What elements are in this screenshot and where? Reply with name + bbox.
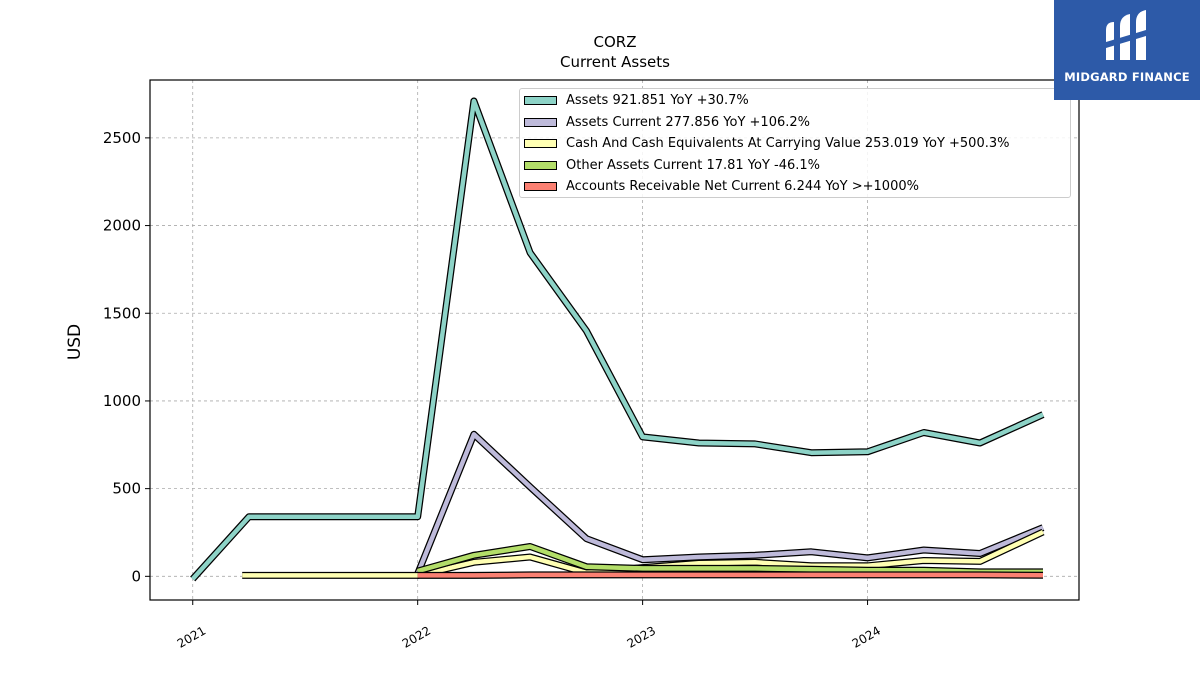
plot-frame [149,79,1080,601]
y-tick-label: 1500 [103,304,141,322]
series-line [417,544,1043,575]
logo-text: MIDGARD FINANCE [1064,70,1190,84]
chart-title: CORZ [593,33,637,51]
legend-label: Assets Current 277.856 YoY +106.2% [566,114,810,130]
series-4 [417,571,1044,579]
y-tick-label: 0 [131,567,141,585]
series-1 [414,430,1045,576]
series-line [417,572,1044,578]
y-tick-label: 2500 [103,129,141,147]
legend-item: Other Assets Current 17.81 YoY -46.1% [520,157,1070,177]
series-3 [416,543,1043,576]
legend-item: Assets Current 277.856 YoY +106.2% [520,114,1070,134]
y-tick-label: 2000 [103,217,141,235]
y-axis-ticks: 0 500 1000 1500 2000 2500 [103,129,150,585]
y-tick-label: 1000 [103,392,141,410]
x-tick-label: 2021 [175,623,208,650]
legend-swatch [524,182,557,191]
legend-swatch [524,139,557,148]
series-0 [190,97,1045,582]
midgard-logo: MIDGARD FINANCE [1054,0,1200,100]
legend-label: Assets 921.851 YoY +30.7% [566,93,749,108]
legend-item: Assets 921.851 YoY +30.7% [520,92,1070,112]
legend-swatch [524,160,557,170]
y-tick-label: 500 [112,480,141,498]
midgard-logo-icon [1106,10,1146,60]
series-line [415,432,1044,575]
x-axis-ticks: 2021 2022 2023 2024 [175,600,883,651]
y-axis-label: USD [65,324,85,360]
series-lines [190,97,1045,582]
series-line [191,98,1044,581]
x-tick-label: 2022 [400,623,433,650]
legend-swatch [524,117,557,127]
chart-subtitle: Current Assets [560,53,670,71]
legend-label: Other Assets Current 17.81 YoY -46.1% [566,157,821,173]
chart-legend: Assets 921.851 YoY +30.7% Assets Current … [519,88,1071,198]
legend-label: Accounts Receivable Net Current 6.244 Yo… [566,179,919,194]
legend-swatch [524,96,557,105]
legend-label: Cash And Cash Equivalents At Carrying Va… [566,136,1010,151]
x-tick-label: 2024 [850,623,883,650]
legend-item: Cash And Cash Equivalents At Carrying Va… [520,135,1070,155]
legend-item: Accounts Receivable Net Current 6.244 Yo… [520,178,1070,198]
x-tick-label: 2023 [625,623,658,650]
